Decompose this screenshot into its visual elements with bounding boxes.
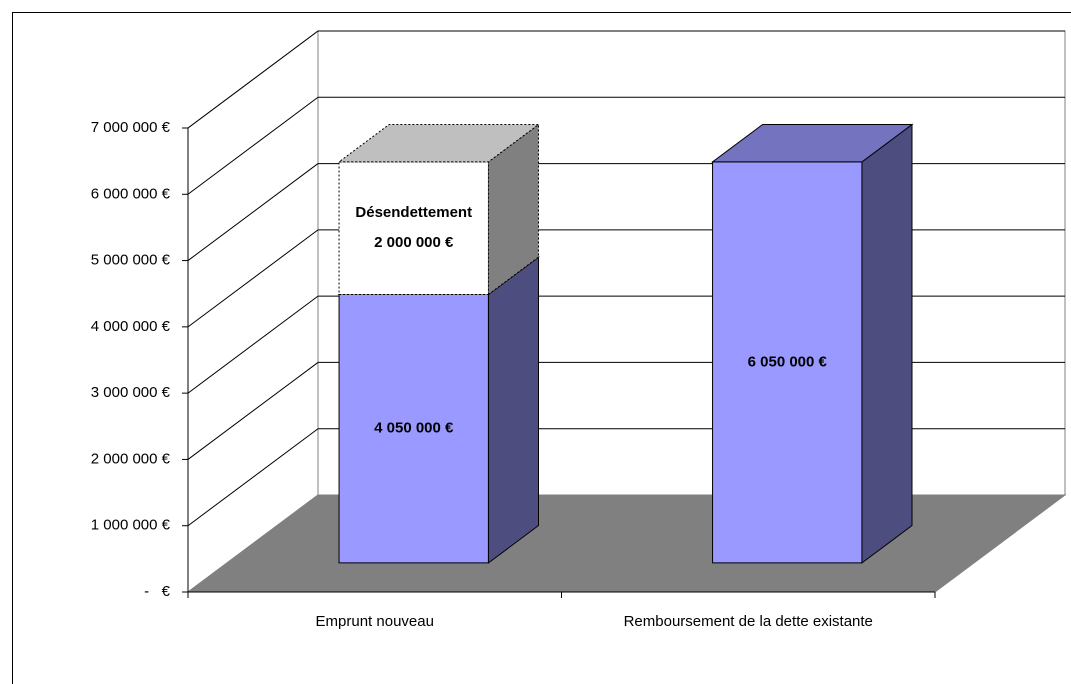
grid-line (187, 229, 319, 328)
grid-line (187, 30, 319, 129)
y-tick-label: 3 000 000 € (91, 384, 171, 401)
grid-line (187, 96, 319, 195)
bar-side (487, 256, 539, 564)
y-tick-label: 2 000 000 € (91, 450, 171, 467)
grid-line (187, 428, 319, 527)
bar-side (487, 123, 539, 296)
bar-top (337, 124, 541, 163)
data-label: 4 050 000 € (374, 420, 454, 437)
bar-top (711, 124, 914, 163)
bar-side (861, 123, 913, 564)
x-tick-label: Emprunt nouveau (315, 613, 434, 630)
y-tick-label: 4 000 000 € (91, 318, 171, 335)
grid-line (187, 295, 319, 394)
x-tick-label: Remboursement de la dette existante (623, 613, 873, 630)
data-label: 6 050 000 € (748, 353, 828, 370)
grid-line (187, 362, 319, 460)
left-wall (187, 30, 319, 593)
data-label: 2 000 000 € (374, 234, 454, 251)
y-tick-label: 5 000 000 € (91, 252, 171, 269)
y-tick-label: - € (144, 583, 170, 600)
y-tick-label: 1 000 000 € (91, 517, 171, 534)
grid-line (187, 163, 319, 261)
floor (186, 494, 1067, 593)
data-label-name: Désendettement (355, 204, 472, 221)
y-tick-label: 6 000 000 € (91, 185, 171, 202)
y-tick-label: 7 000 000 € (91, 119, 171, 136)
bar-front (338, 161, 489, 295)
